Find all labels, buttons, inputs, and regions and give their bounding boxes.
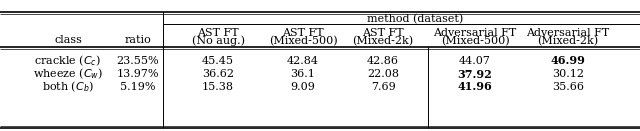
Text: 15.38: 15.38 (202, 82, 234, 92)
Text: (No aug.): (No aug.) (191, 36, 244, 46)
Text: 22.08: 22.08 (367, 69, 399, 79)
Text: 13.97%: 13.97% (116, 69, 159, 79)
Text: (Mixed-500): (Mixed-500) (441, 36, 509, 46)
Text: 45.45: 45.45 (202, 56, 234, 66)
Text: 9.09: 9.09 (291, 82, 316, 92)
Text: 23.55%: 23.55% (116, 56, 159, 66)
Text: AST FT: AST FT (197, 28, 239, 38)
Text: AST FT: AST FT (362, 28, 404, 38)
Text: ratio: ratio (125, 35, 152, 45)
Text: 42.86: 42.86 (367, 56, 399, 66)
Text: (Mixed-2k): (Mixed-2k) (353, 36, 413, 46)
Text: 30.12: 30.12 (552, 69, 584, 79)
Text: 35.66: 35.66 (552, 82, 584, 92)
Text: both ($C_b$): both ($C_b$) (42, 80, 94, 94)
Text: 36.62: 36.62 (202, 69, 234, 79)
Text: 36.1: 36.1 (291, 69, 316, 79)
Text: class: class (54, 35, 82, 45)
Text: 37.92: 37.92 (458, 69, 492, 80)
Text: (Mixed-2k): (Mixed-2k) (538, 36, 598, 46)
Text: 7.69: 7.69 (371, 82, 396, 92)
Text: method (dataset): method (dataset) (367, 14, 463, 24)
Text: AST FT: AST FT (282, 28, 324, 38)
Text: 5.19%: 5.19% (120, 82, 156, 92)
Text: wheeze ($C_w$): wheeze ($C_w$) (33, 67, 103, 81)
Text: 41.96: 41.96 (458, 81, 492, 92)
Text: crackle ($C_c$): crackle ($C_c$) (35, 54, 102, 68)
Text: 42.84: 42.84 (287, 56, 319, 66)
Text: 46.99: 46.99 (550, 56, 586, 67)
Text: 44.07: 44.07 (459, 56, 491, 66)
Text: Adversarial FT: Adversarial FT (433, 28, 516, 38)
Text: (Mixed-500): (Mixed-500) (269, 36, 337, 46)
Text: Adversarial FT: Adversarial FT (526, 28, 610, 38)
